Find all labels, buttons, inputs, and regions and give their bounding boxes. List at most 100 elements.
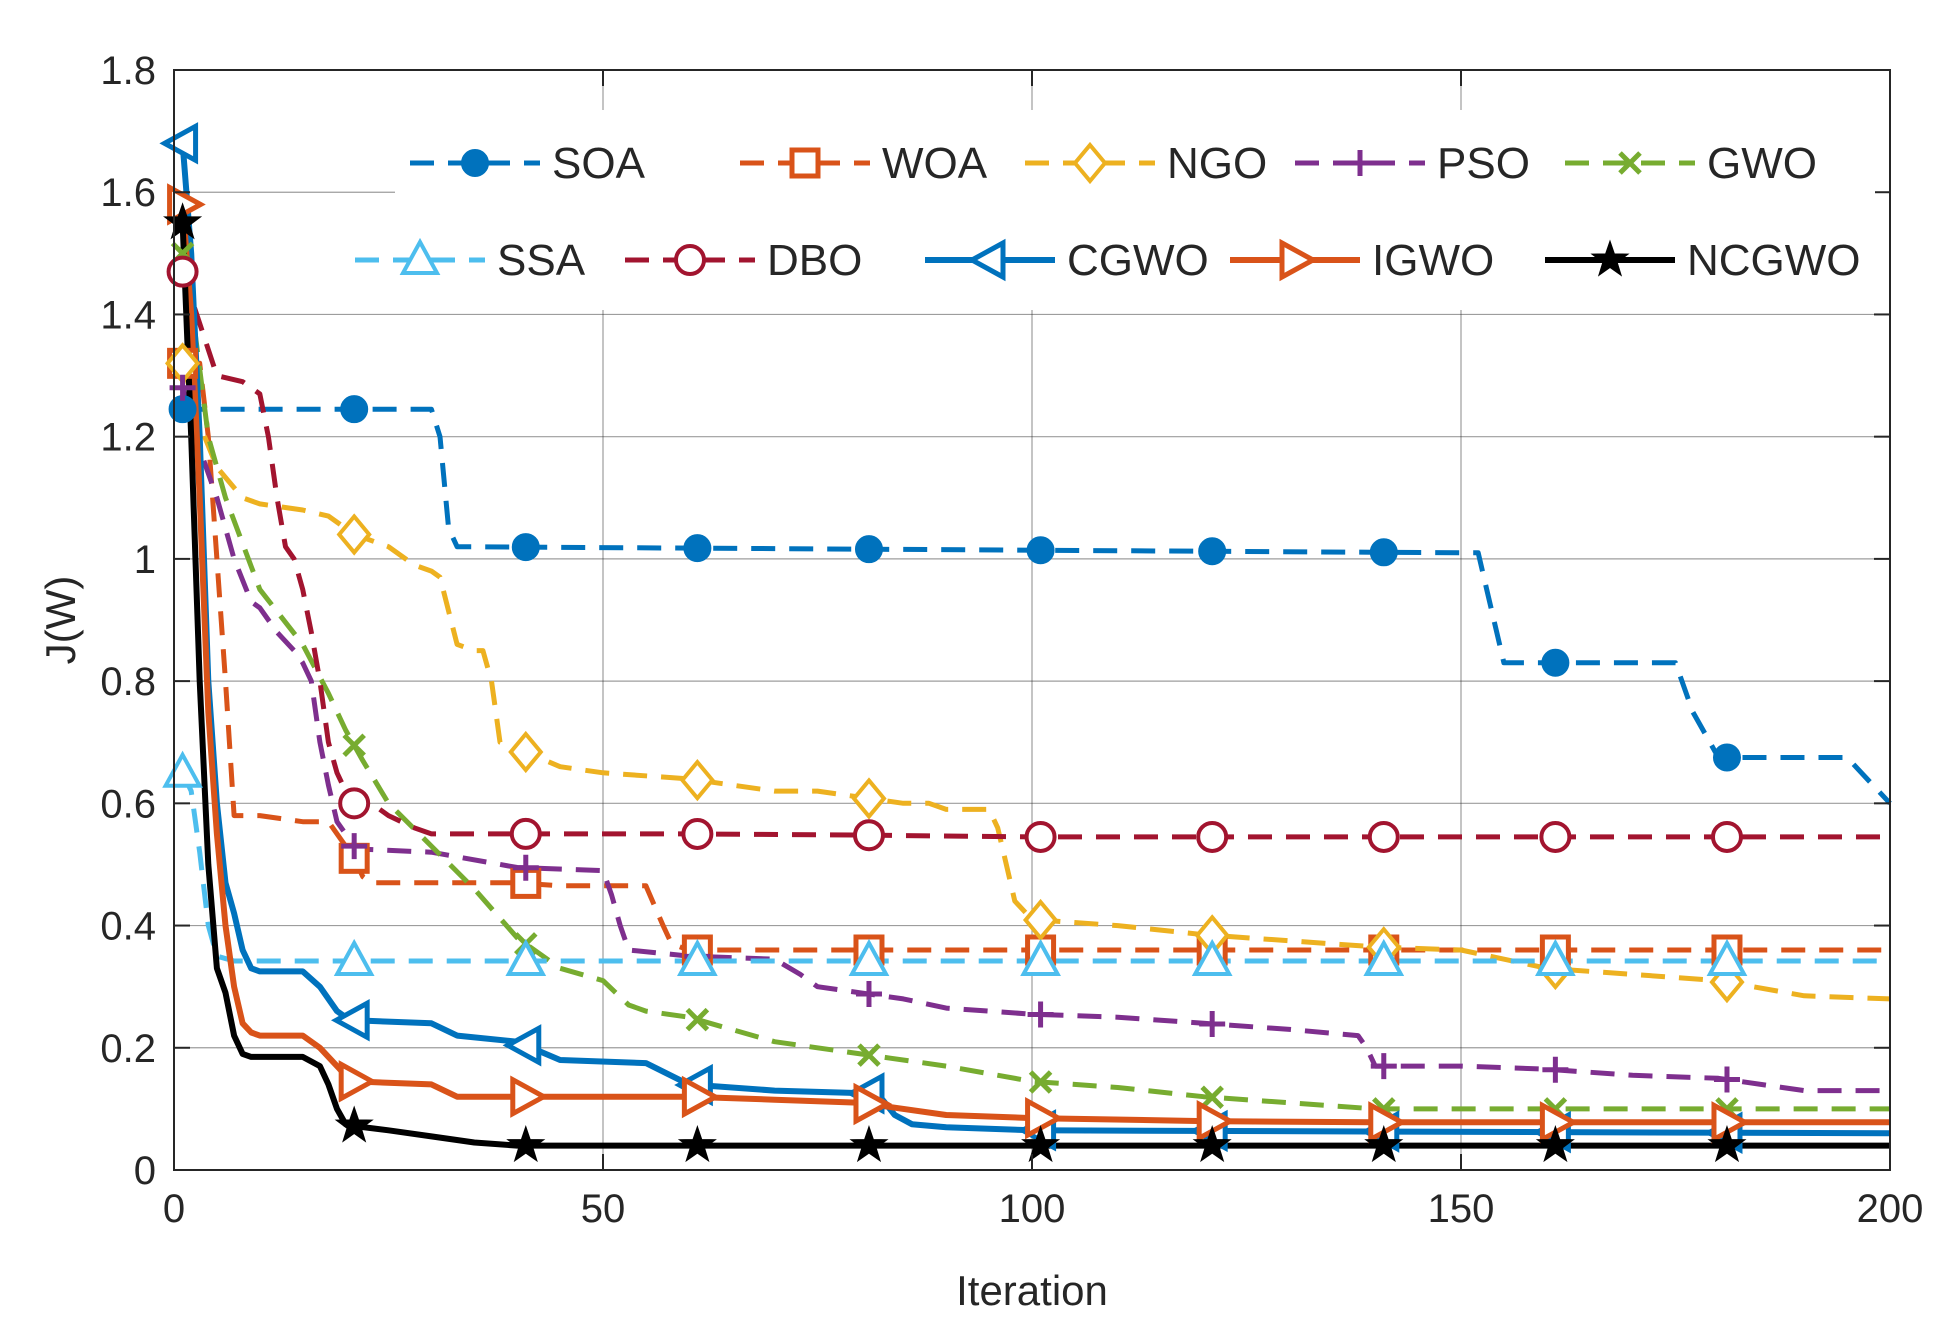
marker-ncgwo <box>1707 1125 1747 1163</box>
legend-label-soa: SOA <box>552 139 646 188</box>
marker-dbo <box>1539 820 1572 853</box>
y-tick-label: 0.4 <box>100 905 156 949</box>
marker-ssa <box>505 938 547 976</box>
marker-soa <box>1026 536 1055 565</box>
marker-pso <box>1199 1010 1226 1037</box>
marker-ncgwo <box>163 202 203 240</box>
marker-soa <box>1541 648 1570 677</box>
marker-pso <box>1713 1066 1740 1093</box>
marker-ncgwo <box>1192 1125 1232 1163</box>
y-tick-label: 0.8 <box>100 660 156 704</box>
series-line-ssa <box>180 771 1890 964</box>
marker-dbo <box>509 817 542 850</box>
marker-soa <box>1369 538 1398 567</box>
y-tick-label: 1.4 <box>100 293 156 337</box>
marker-ssa <box>1363 938 1405 976</box>
legend-label-woa: WOA <box>882 139 988 188</box>
marker-ssa <box>848 938 890 976</box>
series-line-dbo <box>180 270 1890 840</box>
marker-pso <box>1542 1056 1569 1083</box>
y-tick-label: 1.8 <box>100 49 156 93</box>
marker-ncgwo <box>1535 1125 1575 1163</box>
marker-gwo <box>685 1007 710 1032</box>
x-tick-label: 200 <box>1857 1187 1924 1231</box>
marker-ncgwo <box>1364 1125 1404 1163</box>
legend-marker-ssa <box>399 237 441 275</box>
marker-igwo <box>1368 1101 1407 1144</box>
marker-pso <box>512 854 539 881</box>
legend-background <box>395 110 1875 310</box>
legend-marker-pso <box>1347 150 1373 176</box>
marker-gwo <box>342 733 366 758</box>
marker-ngo <box>508 730 544 774</box>
y-tick-label: 0.2 <box>100 1027 156 1071</box>
x-tick-label: 150 <box>1428 1187 1495 1231</box>
legend-marker-ncgwo <box>1590 239 1630 277</box>
marker-igwo <box>510 1075 549 1118</box>
marker-ncgwo <box>677 1125 717 1163</box>
series-line-pso <box>180 387 1890 1094</box>
marker-gwo <box>1200 1085 1224 1110</box>
marker-igwo <box>853 1082 893 1126</box>
legend: SOA WOA NGO PSO GWO SSA DBO CGWO IGWO NCGWO <box>355 110 1875 310</box>
marker-dbo <box>338 787 371 820</box>
marker-gwo <box>857 1043 881 1067</box>
marker-soa <box>1198 537 1227 566</box>
y-tick-label: 1.2 <box>100 416 156 460</box>
marker-igwo <box>1711 1101 1751 1144</box>
marker-cgwo <box>159 122 199 165</box>
legend-label-dbo: DBO <box>767 236 862 285</box>
legend-marker-ngo <box>1072 141 1108 185</box>
marker-ncgwo <box>506 1125 546 1163</box>
y-axis-title: J(W) <box>37 576 84 665</box>
series-line-woa <box>182 360 1890 953</box>
legend-label-ngo: NGO <box>1167 139 1267 188</box>
y-tick-label: 0.6 <box>100 782 156 826</box>
y-tick-label: 1 <box>134 538 156 582</box>
marker-soa <box>683 534 712 563</box>
marker-cgwo <box>502 1024 542 1067</box>
marker-pso <box>1027 1001 1054 1028</box>
legend-label-cgwo: CGWO <box>1067 236 1209 285</box>
marker-igwo <box>1539 1101 1579 1144</box>
marker-dbo <box>1024 820 1057 853</box>
marker-ssa <box>1535 938 1576 976</box>
x-tick-label: 50 <box>581 1187 626 1231</box>
marker-igwo <box>1196 1099 1236 1143</box>
legend-marker-gwo <box>1618 151 1642 175</box>
legend-label-igwo: IGWO <box>1372 236 1494 285</box>
y-tick-label: 1.6 <box>100 171 156 215</box>
legend-label-pso: PSO <box>1437 139 1530 188</box>
marker-dbo <box>1196 820 1229 853</box>
marker-ngo <box>679 758 715 802</box>
marker-dbo <box>681 817 714 850</box>
marker-pso <box>1370 1053 1397 1080</box>
marker-pso <box>341 833 368 860</box>
series-line-gwo <box>180 252 1890 1112</box>
marker-ngo <box>1022 898 1059 942</box>
marker-dbo <box>852 819 885 852</box>
legend-label-ssa: SSA <box>497 236 586 285</box>
legend-marker-soa <box>461 149 489 177</box>
marker-ssa <box>677 938 718 976</box>
marker-ssa <box>1191 938 1233 976</box>
marker-ssa <box>1706 938 1748 976</box>
legend-marker-dbo <box>674 244 706 276</box>
marker-ngo <box>851 777 887 820</box>
marker-dbo <box>1710 820 1743 853</box>
legend-label-gwo: GWO <box>1707 139 1817 188</box>
marker-ssa <box>333 938 375 976</box>
legend-marker-cgwo <box>966 238 1006 282</box>
legend-label-ncgwo: NCGWO <box>1687 236 1861 285</box>
data-series <box>179 143 1892 1149</box>
x-tick-label: 100 <box>999 1187 1066 1231</box>
series-line-ngo <box>180 362 1891 1002</box>
marker-ssa <box>1020 938 1061 976</box>
y-tick-label: 0 <box>134 1149 156 1193</box>
legend-marker-woa <box>789 147 821 179</box>
marker-ncgwo <box>334 1105 374 1143</box>
marker-soa <box>340 395 369 424</box>
x-tick-label: 0 <box>163 1187 185 1231</box>
marker-ncgwo <box>849 1125 889 1163</box>
marker-cgwo <box>330 999 370 1042</box>
